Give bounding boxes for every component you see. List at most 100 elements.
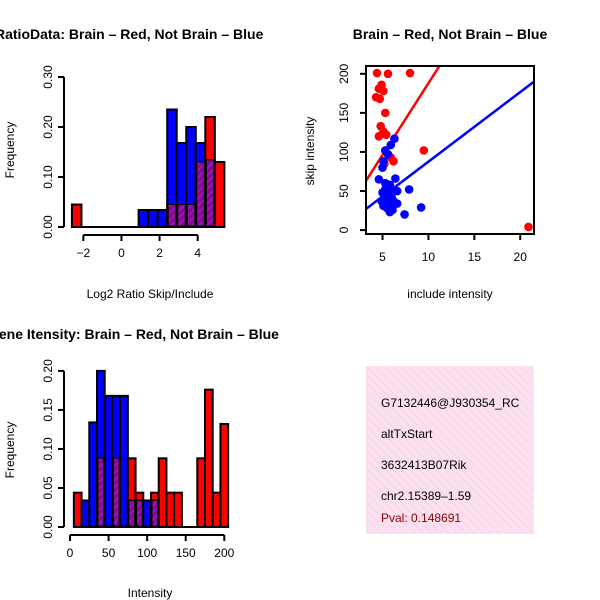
- intensity-bar-not-brain: [80, 499, 91, 528]
- scatter-x-tick-label: 15: [468, 250, 482, 264]
- intensity-scatter: Brain – Red, Not Brain – Blue include in…: [303, 26, 547, 301]
- scatter-point-not-brain: [392, 199, 402, 208]
- scatter-point-not-brain: [392, 186, 402, 196]
- scatter-y-tick-label: 200: [337, 63, 351, 83]
- intensity-axes: 0 50 100 150 200 0.00 0.05 0.10 0.15 0.20: [41, 359, 235, 560]
- scatter-plot-area: [366, 66, 534, 232]
- ratio-bar-brain: [213, 161, 226, 228]
- ratio-axes: −2 0 2 4 0.00 0.10 0.20 0.30: [41, 65, 201, 260]
- ratio-x-tick-label: 0: [118, 246, 125, 260]
- scatter-point-not-brain: [385, 207, 395, 217]
- intensity-bar-not-brain: [88, 421, 98, 529]
- scatter-fit-line-not-brain: [366, 80, 534, 210]
- intensity-y-tick-label: 0.20: [41, 359, 55, 383]
- scatter-point-brain: [375, 94, 385, 104]
- ratio-x-tick-label: −2: [76, 246, 90, 260]
- intensity-bar-overlap: [136, 499, 143, 527]
- intensity-y-axis-label: Frequency: [3, 422, 17, 479]
- intensity-x-tick-label: 150: [176, 546, 196, 560]
- intensity-y-tick-label: 0.10: [41, 437, 55, 461]
- intensity-bar-brain: [219, 422, 230, 529]
- info-pval: Pval: 0.148691: [381, 511, 461, 525]
- scatter-x-tick-label: 5: [379, 250, 386, 264]
- intensity-bar-brain: [157, 457, 168, 529]
- scatter-chart-title: Brain – Red, Not Brain – Blue: [353, 26, 548, 42]
- scatter-point-not-brain: [390, 134, 399, 143]
- info-probe-id: G7132446@J930354_RC: [381, 396, 520, 410]
- scatter-y-tick-label: 50: [337, 184, 351, 198]
- intensity-bar-brain: [196, 457, 207, 529]
- intensity-histogram: Gene Itensity: Brain – Red, Not Brain – …: [0, 326, 279, 600]
- ratio-bar-not-brain: [147, 209, 159, 228]
- intensity-bar-brain: [173, 491, 183, 529]
- info-gene-name: 3632413B07Rik: [381, 458, 467, 472]
- scatter-point-not-brain: [404, 185, 414, 194]
- ratio-bar-overlap: [196, 161, 205, 227]
- ratio-y-tick-label: 0.00: [41, 215, 55, 239]
- ratio-y-tick-label: 0.20: [41, 115, 55, 139]
- intensity-x-tick-label: 100: [137, 546, 157, 560]
- scatter-x-axis-label: include intensity: [407, 287, 492, 301]
- ratio-y-axis-label: Frequency: [3, 122, 17, 179]
- ratio-bar-not-brain: [137, 209, 150, 228]
- intensity-y-tick-label: 0.00: [41, 515, 55, 539]
- scatter-point-brain: [379, 86, 388, 96]
- intensity-bar-brain: [211, 491, 222, 529]
- intensity-bar-brain: [72, 491, 83, 529]
- scatter-x-tick-label: 20: [514, 250, 528, 264]
- scatter-y-tick-label: 0: [337, 226, 351, 233]
- scatter-point-brain: [405, 68, 415, 78]
- scatter-point-brain: [524, 222, 533, 232]
- intensity-bar-brain: [204, 388, 214, 529]
- ratio-bar-overlap: [205, 159, 215, 227]
- scatter-point-not-brain: [400, 210, 409, 219]
- ratio-histogram: RatioData: Brain – Red, Not Brain – Blue…: [0, 26, 264, 301]
- intensity-x-tick-label: 200: [214, 546, 234, 560]
- info-location: chr2.15389–1.59: [381, 489, 471, 503]
- ratio-y-tick-label: 0.10: [41, 165, 55, 189]
- scatter-y-tick-label: 100: [337, 142, 351, 162]
- scatter-point-not-brain: [374, 175, 384, 184]
- scatter-point-not-brain: [416, 203, 426, 212]
- info-event-type: altTxStart: [381, 427, 433, 441]
- intensity-bar-not-brain: [119, 394, 129, 528]
- intensity-chart-title: Gene Itensity: Brain – Red, Not Brain – …: [0, 326, 279, 342]
- scatter-point-not-brain: [383, 149, 393, 159]
- ratio-x-tick-label: 2: [156, 246, 163, 260]
- ratio-bars: [70, 108, 226, 228]
- scatter-point-brain: [419, 146, 429, 155]
- scatter-point-brain: [380, 108, 390, 118]
- intensity-bars: [72, 369, 230, 529]
- intensity-y-tick-label: 0.05: [41, 476, 55, 500]
- info-panel: G7132446@J930354_RC altTxStart 3632413B0…: [366, 366, 534, 534]
- intensity-bar-not-brain: [142, 499, 153, 528]
- scatter-point-brain: [374, 132, 384, 141]
- scatter-point-brain: [381, 130, 391, 140]
- ratio-bar-overlap: [186, 204, 196, 227]
- ratio-chart-title: RatioData: Brain – Red, Not Brain – Blue: [0, 26, 264, 42]
- scatter-fit-line-brain: [366, 66, 441, 182]
- scatter-y-tick-label: 150: [337, 103, 351, 123]
- scatter-frame: [365, 65, 535, 235]
- ratio-bar-brain: [70, 203, 83, 228]
- intensity-bar-brain: [165, 491, 176, 529]
- ratio-bar-overlap: [167, 204, 177, 227]
- intensity-x-tick-label: 50: [102, 546, 116, 560]
- ratio-bar-overlap: [177, 204, 186, 227]
- ratio-bar-not-brain: [156, 209, 169, 228]
- intensity-bar-overlap: [151, 499, 159, 527]
- intensity-y-tick-label: 0.15: [41, 398, 55, 422]
- info-panel-background: [366, 366, 534, 534]
- scatter-y-axis-label: skip intensity: [303, 117, 317, 186]
- intensity-x-tick-label: 0: [67, 546, 74, 560]
- ratio-x-axis-label: Log2 Ratio Skip/Include: [87, 287, 214, 301]
- scatter-point-not-brain: [378, 163, 387, 172]
- intensity-x-axis-label: Intensity: [128, 586, 173, 600]
- intensity-bar-not-brain: [103, 394, 114, 528]
- scatter-point-not-brain: [391, 174, 400, 183]
- ratio-y-tick-label: 0.30: [41, 65, 55, 89]
- scatter-point-brain: [383, 69, 393, 79]
